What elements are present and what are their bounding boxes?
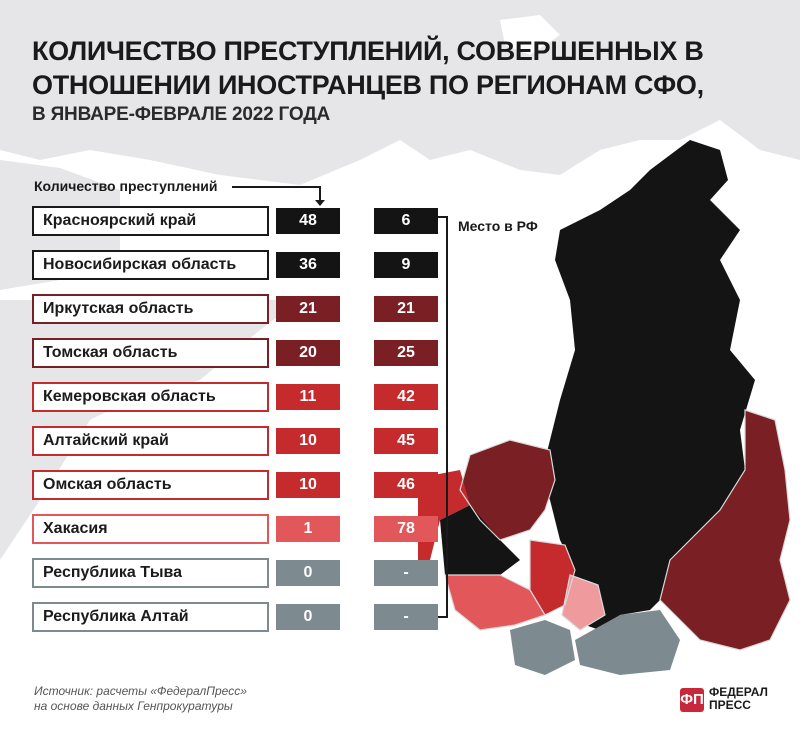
table-row: Республика Алтай 0 -	[32, 602, 438, 632]
crime-count-value: 21	[276, 296, 340, 322]
table-row: Республика Тыва 0 -	[32, 558, 438, 588]
count-leader-vertical	[319, 186, 321, 202]
logo-line-1: ФЕДЕРАЛ	[709, 685, 768, 699]
region-name: Иркутская область	[32, 294, 269, 324]
map-kemerovo	[530, 540, 575, 615]
rank-value: 45	[374, 428, 438, 454]
rank-value: 46	[374, 472, 438, 498]
region-name: Республика Алтай	[32, 602, 269, 632]
page-subtitle: В ЯНВАРЕ-ФЕВРАЛЕ 2022 ГОДА	[32, 104, 331, 125]
map-irkutsk	[660, 410, 790, 650]
table-row: Новосибирская область 36 9	[32, 250, 438, 280]
region-name: Новосибирская область	[32, 250, 269, 280]
crime-count-value: 48	[276, 208, 340, 234]
region-name: Томская область	[32, 338, 269, 368]
rank-value: 25	[374, 340, 438, 366]
region-name: Кемеровская область	[32, 382, 269, 412]
region-name: Алтайский край	[32, 426, 269, 456]
rank-value: 6	[374, 208, 438, 234]
source-note: Источник: расчеты «ФедералПресс» на осно…	[34, 684, 247, 714]
rank-value: 78	[374, 516, 438, 542]
crime-count-value: 36	[276, 252, 340, 278]
crime-count-value: 10	[276, 428, 340, 454]
island-north	[500, 15, 560, 55]
crime-count-value: 1	[276, 516, 340, 542]
region-name: Красноярский край	[32, 206, 269, 236]
count-leader-arrow	[315, 200, 325, 206]
crime-count-value: 11	[276, 384, 340, 410]
rank-value: -	[374, 604, 438, 630]
island-east	[730, 175, 772, 222]
map-novosibirsk	[440, 505, 520, 580]
source-line-2: на основе данных Генпрокуратуры	[34, 699, 233, 713]
rank-value: 9	[374, 252, 438, 278]
crime-count-value: 0	[276, 560, 340, 586]
rank-value: -	[374, 560, 438, 586]
map-tomsk	[460, 440, 555, 540]
rank-value: 21	[374, 296, 438, 322]
logo-mark-icon: ФП	[680, 688, 704, 712]
crime-count-value: 0	[276, 604, 340, 630]
map-altai-republic	[510, 620, 575, 675]
rank-bracket-vertical	[446, 216, 448, 618]
count-leader-horizontal	[232, 186, 320, 188]
rank-bracket-bottom	[438, 616, 448, 618]
page-title: КОЛИЧЕСТВО ПРЕСТУПЛЕНИЙ, СОВЕРШЕННЫХ В О…	[32, 36, 704, 100]
table-row: Алтайский край 10 45	[32, 426, 438, 456]
region-name: Омская область	[32, 470, 269, 500]
source-line-1: Источник: расчеты «ФедералПресс»	[34, 684, 247, 698]
map-khakassia	[562, 575, 605, 630]
region-name: Хакасия	[32, 514, 269, 544]
region-name: Республика Тыва	[32, 558, 269, 588]
logo-text: ФЕДЕРАЛ ПРЕСС	[709, 686, 799, 712]
logo-line-2: ПРЕСС	[709, 698, 751, 712]
table-row: Томская область 20 25	[32, 338, 438, 368]
crime-count-value: 10	[276, 472, 340, 498]
region-borders	[444, 409, 791, 651]
rank-bracket-top	[438, 216, 448, 218]
map-krasnoyarsk	[540, 140, 755, 630]
map-tyva	[575, 610, 680, 675]
rank-value: 42	[374, 384, 438, 410]
map-altai-krai	[445, 575, 545, 630]
count-column-label: Количество преступлений	[34, 178, 218, 194]
table-row: Кемеровская область 11 42	[32, 382, 438, 412]
table-row: Иркутская область 21 21	[32, 294, 438, 324]
table-row: Красноярский край 48 6	[32, 206, 438, 236]
table-row: Хакасия 1 78	[32, 514, 438, 544]
table-row: Омская область 10 46	[32, 470, 438, 500]
crime-count-value: 20	[276, 340, 340, 366]
rank-column-label: Место в РФ	[458, 218, 538, 234]
